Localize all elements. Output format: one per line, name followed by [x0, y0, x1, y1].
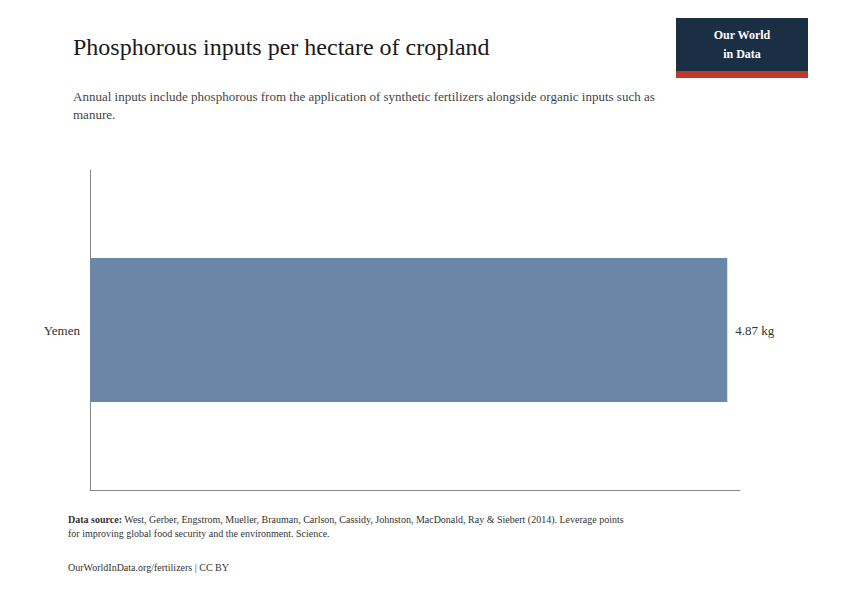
svg-text:in Data: in Data [723, 47, 761, 61]
svg-text:Data source:: Data source: [68, 514, 122, 525]
svg-text:West, Gerber, Engstrom, Muelle: West, Gerber, Engstrom, Mueller, Brauman… [122, 514, 624, 526]
svg-text:Phosphorous inputs per hectare: Phosphorous inputs per hectare of cropla… [73, 34, 490, 60]
svg-text:for improving global food secu: for improving global food security and t… [68, 528, 330, 539]
svg-text:Yemen: Yemen [44, 323, 81, 338]
svg-text:Annual inputs include phosphor: Annual inputs include phosphorous from t… [73, 89, 655, 104]
svg-text:OurWorldInData.org/fertilizers: OurWorldInData.org/fertilizers | CC BY [68, 562, 229, 573]
svg-text:Our World: Our World [714, 28, 771, 42]
svg-text:4.87 kg: 4.87 kg [735, 323, 775, 338]
svg-text:manure.: manure. [73, 107, 115, 122]
